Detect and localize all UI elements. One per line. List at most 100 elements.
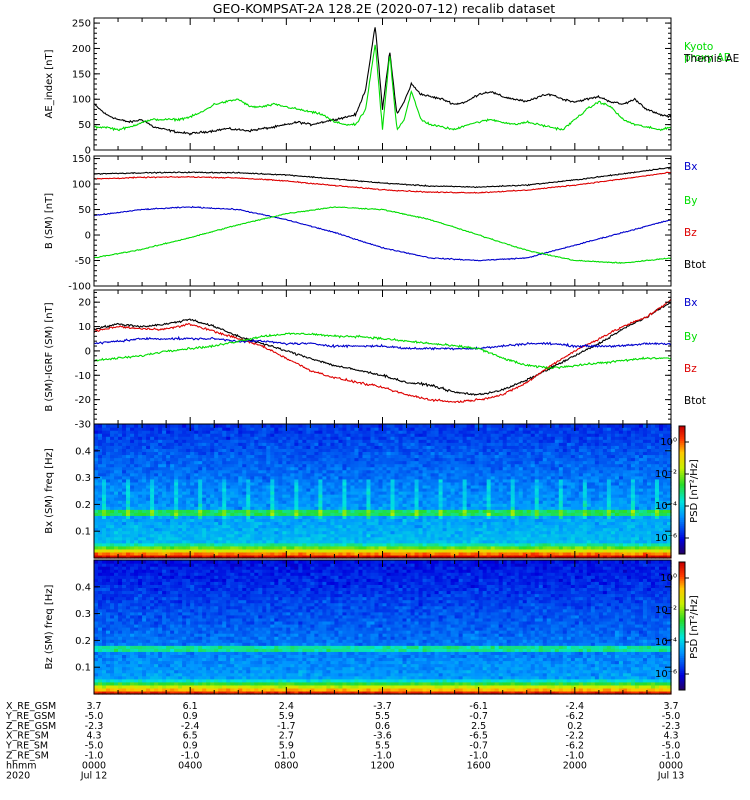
psd-cell [402,433,408,437]
psd-cell [222,436,227,440]
psd-cell [258,551,263,556]
psd-cell [394,445,400,449]
psd-cell [266,439,271,443]
psd-cell [182,445,187,449]
psd-cell [198,539,203,544]
psd-cell [210,506,215,510]
psd-cell [446,506,452,510]
psd-cell [370,472,376,477]
psd-cell [474,442,480,446]
psd-cell [138,481,143,486]
psd-cell [118,500,123,504]
psd-cell [498,515,504,520]
psd-cell [450,436,456,440]
psd-cell [338,524,344,529]
psd-cell [466,445,472,449]
psd-cell [206,497,211,501]
psd-cell [414,497,420,501]
psd-cell [190,424,195,428]
psd-cell [330,548,336,553]
psd-cell [194,448,199,453]
psd-cell [258,530,263,535]
psd-cell [462,527,468,532]
psd-cell [346,494,352,498]
psd-cell [306,512,311,516]
psd-cell [226,518,231,523]
psd-cell [466,451,472,456]
psd-cell [106,524,111,529]
psd-cell [410,472,416,477]
psd-cell [242,424,247,428]
psd-cell [158,433,163,437]
psd-cell [398,554,404,559]
psd-cell [490,463,496,468]
psd-cell [414,442,420,446]
psd-cell [102,463,107,468]
psd-cell [354,457,360,462]
psd-cell [442,518,448,523]
psd-cell [206,539,211,544]
psd-cell [486,472,492,477]
psd-cell [382,515,388,520]
psd-cell [422,503,428,507]
psd-cell [330,503,336,507]
psd-cell [158,472,163,477]
psd-cell [426,433,432,437]
psd-cell [282,427,287,431]
psd-cell [142,524,147,529]
psd-cell [478,481,484,486]
psd-cell [238,518,243,523]
psd-cell [246,515,251,520]
psd-cell [94,539,99,544]
psd-cell [198,509,203,513]
psd-cell [362,439,368,443]
psd-cell [458,497,464,501]
psd-cell [126,424,131,428]
psd-cell [426,487,432,492]
psd-cell [394,469,400,474]
psd-cell [418,427,424,431]
psd-cell [362,448,368,453]
psd-cell [250,439,255,443]
psd-cell [498,527,504,532]
psd-cell [270,548,275,553]
psd-cell [390,430,396,434]
psd-cell [246,521,251,526]
psd-cell [410,500,416,504]
psd-cell [262,497,267,501]
psd-cell [486,481,492,486]
y-tick-label: 10 [78,322,91,333]
psd-cell [258,451,263,456]
psd-cell [426,439,432,443]
psd-cell [126,524,131,529]
psd-cell [166,442,171,446]
psd-cell [274,454,279,459]
psd-cell [206,494,211,498]
psd-cell [330,475,336,480]
psd-cell [330,542,336,547]
psd-cell [410,548,416,553]
psd-cell [370,491,376,495]
psd-cell [206,512,211,516]
psd-cell [466,554,472,559]
psd-cell [290,512,295,516]
psd-cell [502,530,508,535]
psd-cell [414,430,420,434]
psd-cell [230,448,235,453]
psd-cell [382,536,388,541]
psd-cell [110,515,115,520]
psd-cell [198,542,203,547]
psd-cell [338,548,344,553]
psd-cell [98,445,103,449]
psd-cell [214,439,219,443]
psd-cell [414,472,420,477]
psd-cell [146,554,151,559]
psd-cell [430,494,436,498]
psd-cell [158,533,163,538]
psd-cell [494,457,500,462]
psd-cell [450,530,456,535]
psd-cell [254,545,259,550]
psd-cell [126,448,131,453]
psd-cell [470,539,476,544]
psd-cell [358,518,364,523]
